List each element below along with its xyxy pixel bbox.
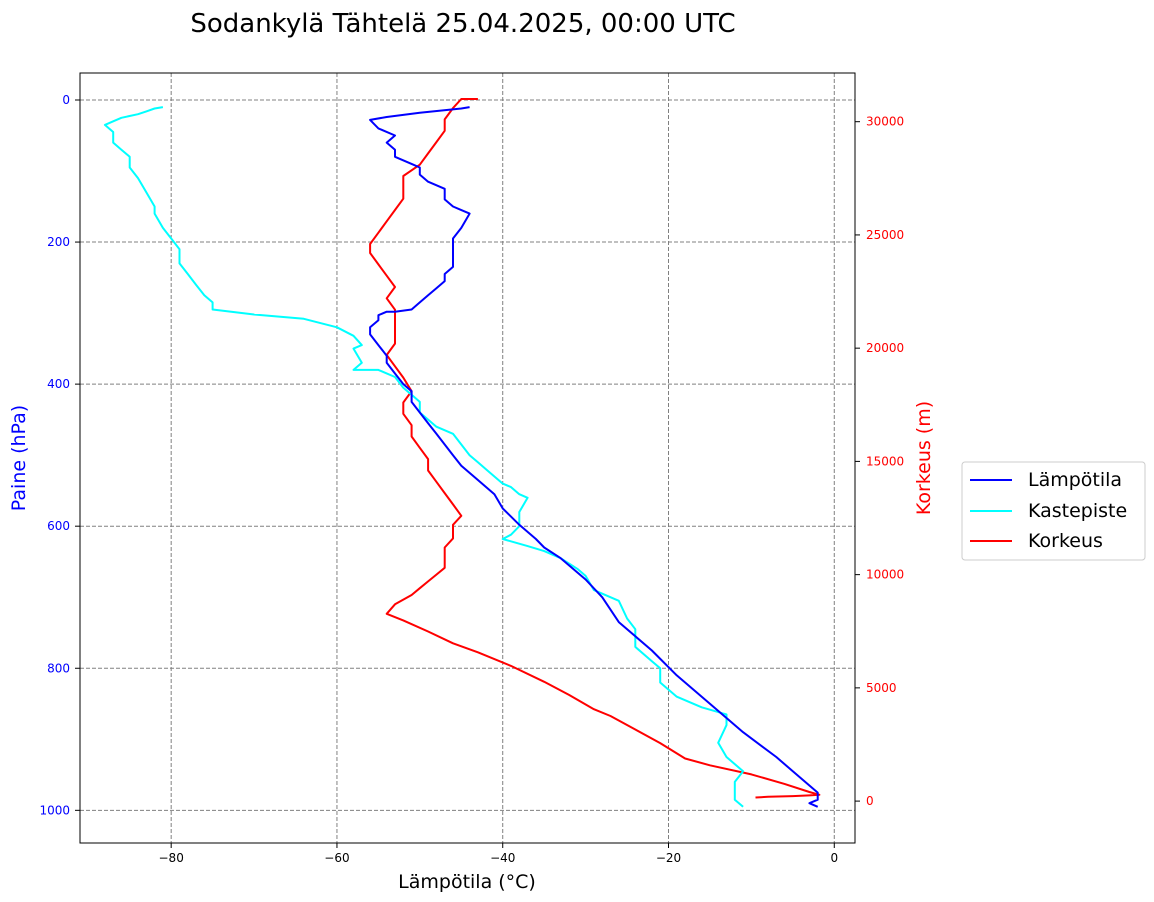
legend-label-dewpoint: Kastepiste — [1028, 500, 1127, 522]
y2-tick-label: 30000 — [866, 115, 904, 129]
y-axis-label: Paine (hPa) — [8, 405, 30, 511]
y2-tick-label: 5000 — [866, 681, 897, 695]
chart-title: Sodankylä Tähtelä 25.04.2025, 00:00 UTC — [190, 9, 735, 39]
y-axis-ticks: 0 200 400 600 800 1000 — [39, 93, 80, 817]
x-tick-label: −40 — [490, 851, 515, 865]
y-tick-label: 0 — [62, 93, 70, 107]
y-tick-label: 600 — [47, 519, 70, 533]
x-axis-ticks: −80 −60 −40 −20 0 — [159, 843, 838, 865]
y2-tick-label: 25000 — [866, 228, 904, 242]
series-lines — [103, 98, 821, 808]
x-tick-label: −60 — [324, 851, 349, 865]
legend-box — [961, 461, 1146, 561]
y2-axis-ticks: 0 5000 10000 15000 20000 25000 30000 — [855, 115, 904, 808]
y-tick-label: 800 — [47, 661, 70, 675]
y-tick-label: 1000 — [39, 803, 70, 817]
x-tick-label: −80 — [159, 851, 184, 865]
y2-tick-label: 20000 — [866, 341, 904, 355]
legend: Lämpötila Kastepiste Korkeus — [961, 461, 1146, 561]
grid — [80, 73, 855, 843]
temperature-line — [369, 106, 819, 808]
y2-axis-label: Korkeus (m) — [913, 401, 935, 515]
x-tick-label: 0 — [830, 851, 838, 865]
y-tick-label: 200 — [47, 235, 70, 249]
legend-label-height: Korkeus — [1028, 530, 1103, 552]
height-line — [369, 98, 821, 799]
x-axis-label: Lämpötila (°C) — [398, 871, 536, 893]
y2-tick-label: 10000 — [866, 568, 904, 582]
legend-label-temperature: Lämpötila — [1028, 469, 1122, 491]
x-tick-label: −20 — [656, 851, 681, 865]
y2-tick-label: 15000 — [866, 454, 904, 468]
y2-tick-label: 0 — [866, 794, 874, 808]
y-tick-label: 400 — [47, 377, 70, 391]
plot-frame — [79, 72, 856, 844]
dewpoint-line — [103, 106, 745, 808]
